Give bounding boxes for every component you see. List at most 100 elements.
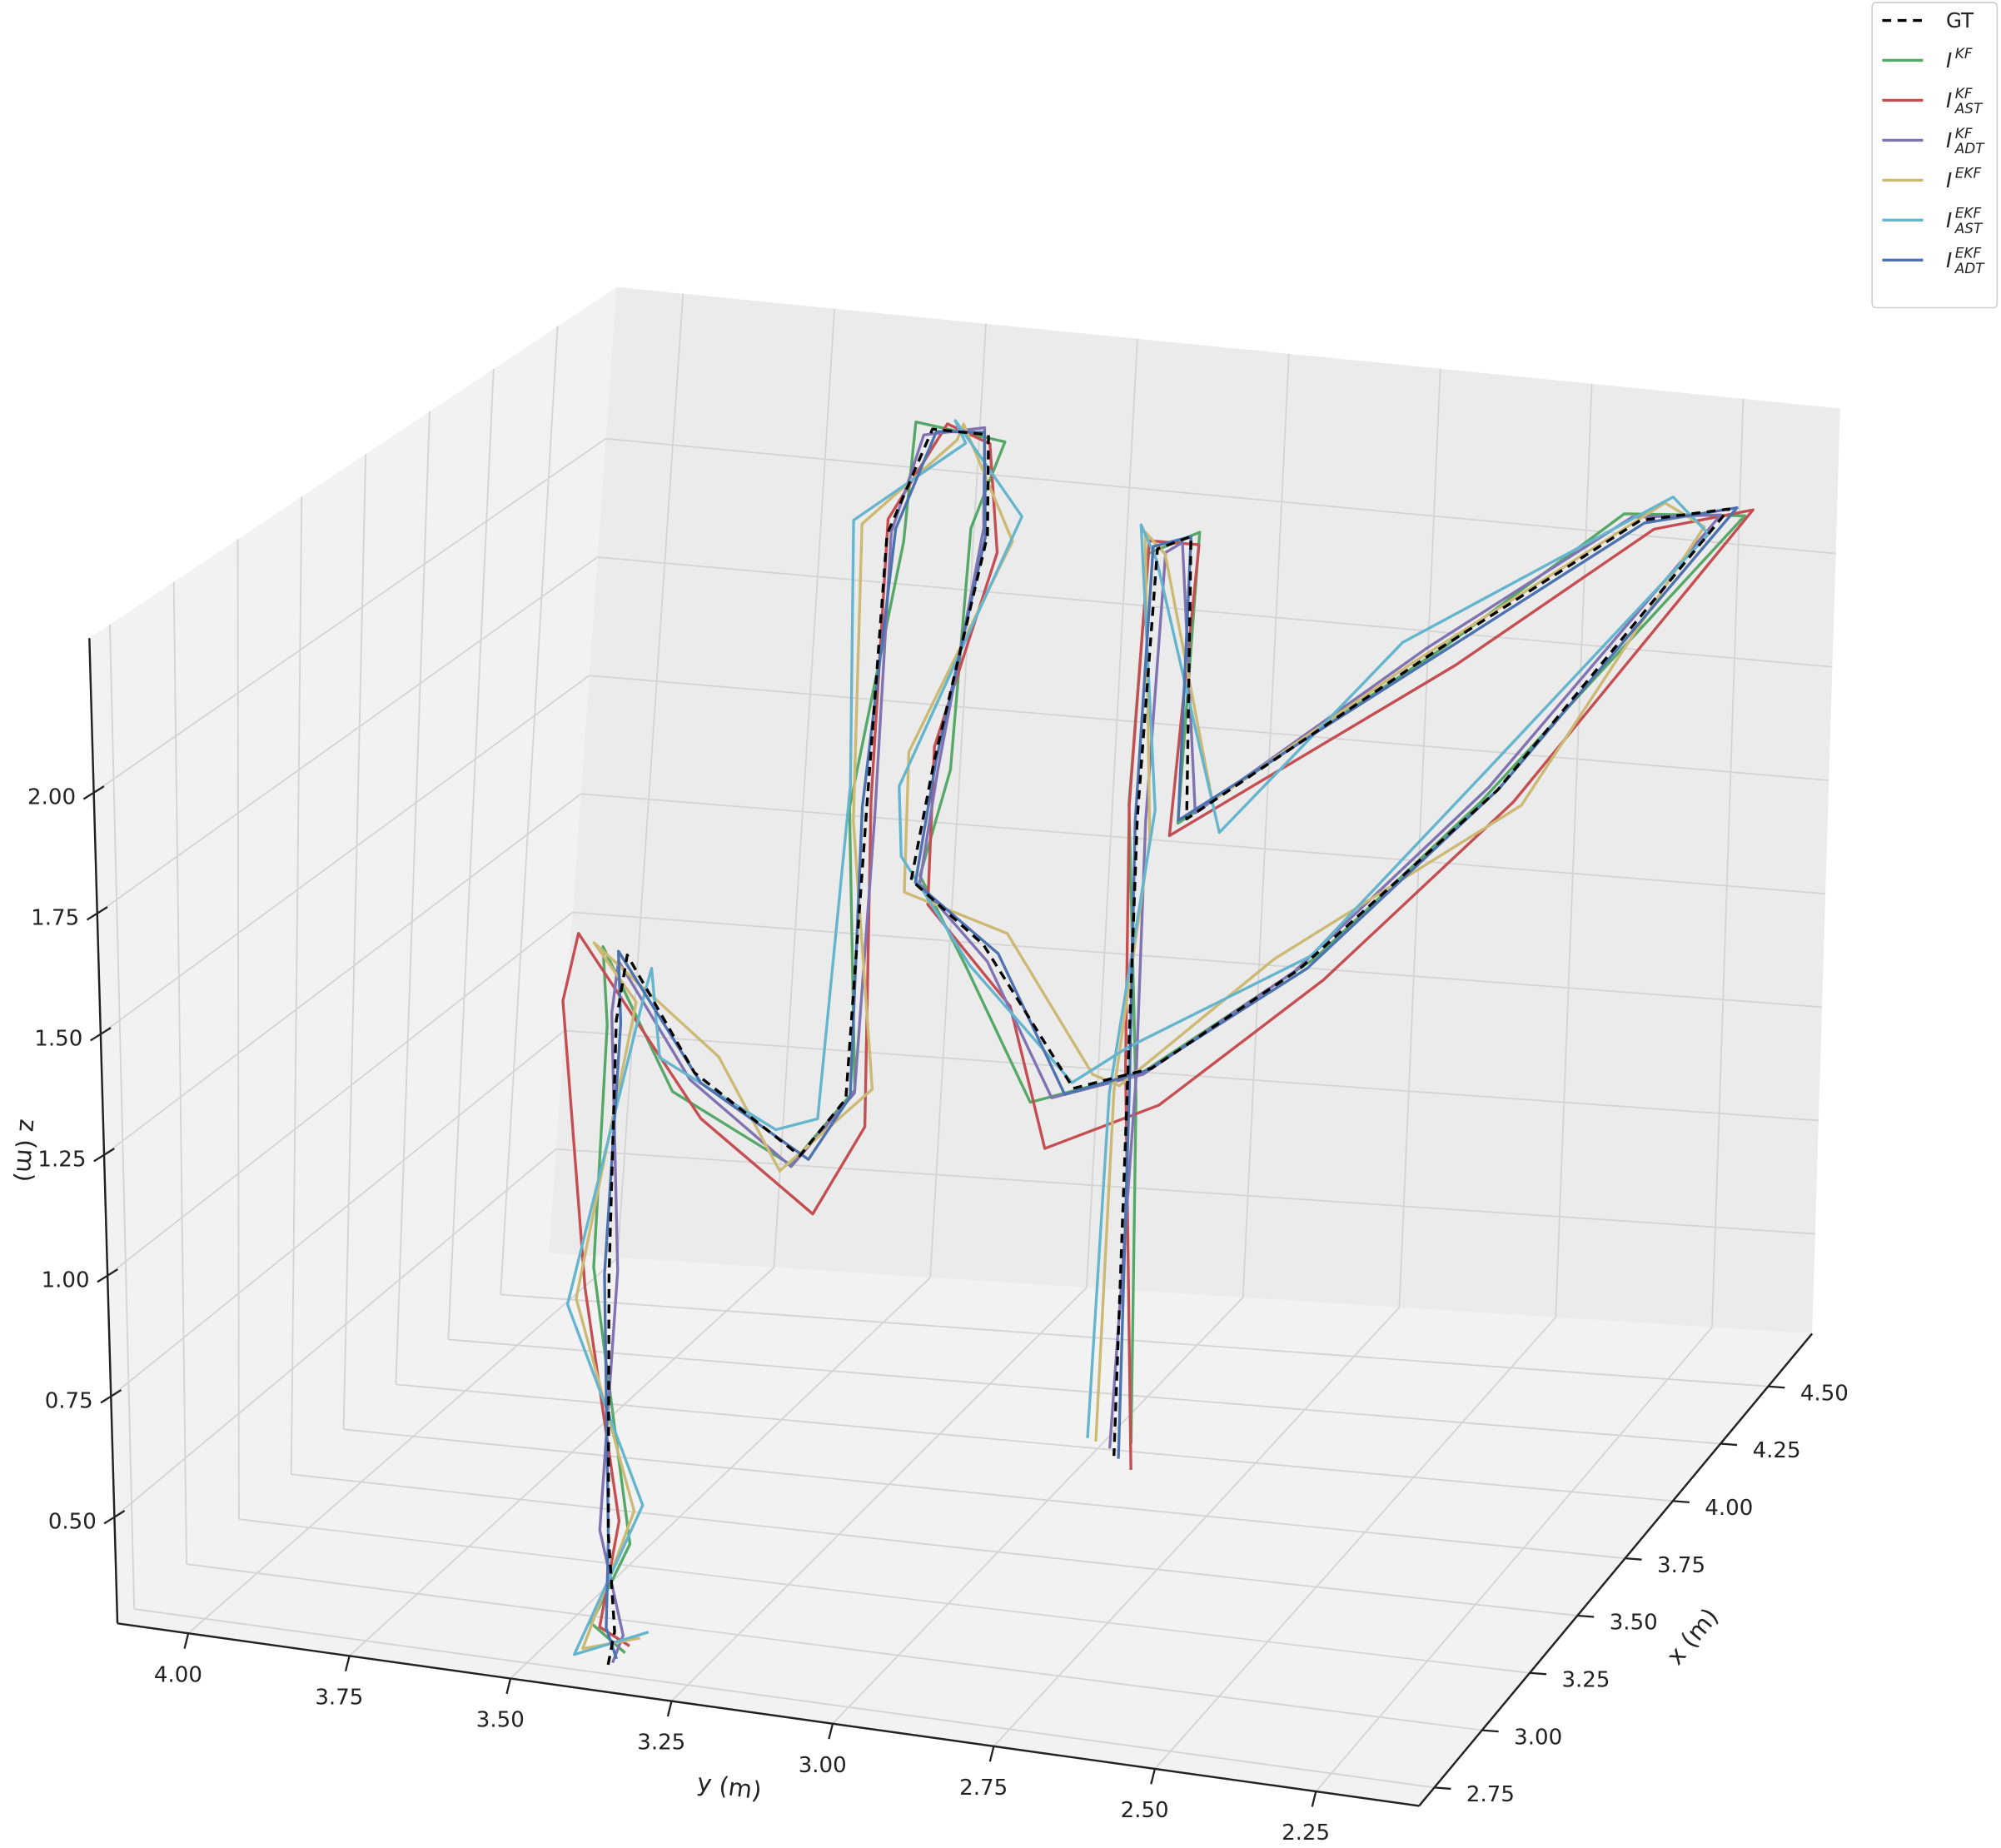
x-tick-label: 3.25 [1561,1667,1610,1692]
trajectory [561,422,1755,1647]
grid-line [108,624,136,1610]
grid-line [134,1608,1435,1789]
z-tick-label: 1.50 [34,1026,82,1051]
grid-line [1555,383,1593,1318]
x-tick-label: 4.50 [1800,1381,1849,1406]
x-tick [1434,1786,1451,1791]
grid-line [1711,398,1745,1327]
grid-line [93,438,607,794]
z-tick-label: 0.75 [45,1388,93,1413]
grid-line [448,1338,1721,1445]
y-axis [117,1622,1420,1807]
grid-line [97,556,599,914]
grid-line [510,1277,931,1680]
x-tick-label: 3.75 [1657,1553,1705,1578]
legend-label-sub: ADT [1954,140,1985,157]
legend-label-sub: AST [1954,100,1984,117]
y-tick [1311,1791,1317,1807]
left-pane [89,286,617,1624]
legend-label-sub: AST [1954,220,1984,237]
grid-line [597,556,1833,668]
grid-line [993,1307,1401,1747]
z-tick-label: 1.00 [42,1268,90,1293]
trajectory [575,422,1706,1651]
x-tick-label: 3.50 [1610,1611,1658,1636]
y-tick [828,1723,834,1740]
trajectory [603,430,1739,1660]
grid-line [670,1287,1088,1702]
y-tick [666,1701,673,1717]
grid-line [572,911,1823,1009]
grid-line [929,323,987,1278]
grid-line [500,1293,1769,1387]
grid-line [1154,1317,1556,1770]
x-tick [1768,1385,1785,1389]
grid-line [832,1297,1244,1725]
z-axis [88,638,119,1624]
grid-line [564,1029,1819,1122]
grid-line [107,911,574,1277]
trajectory [565,419,1710,1656]
grid-line [605,437,1836,555]
grid-line [113,1148,557,1518]
y-tick [988,1746,995,1762]
z-axis-label: z (m) [10,1118,42,1183]
y-tick [344,1656,351,1672]
y-tick-label: 2.75 [959,1776,1008,1801]
legend-label-sup: EKF [1955,205,1982,222]
y-tick-label: 2.50 [1121,1798,1169,1823]
grid-line [1315,1327,1713,1792]
x-tick [1529,1671,1547,1676]
lines [561,419,1755,1666]
legend-label: I [1946,48,1952,72]
grid-line [343,1428,1625,1560]
x-tick [1720,1442,1738,1447]
y-tick-label: 4.00 [154,1662,202,1687]
y-tick [1150,1768,1156,1785]
legend-label-sup: KF [1955,85,1973,102]
x-axis-label: x (m) [1660,1602,1724,1670]
grid-line [1242,353,1290,1298]
legend-label: I [1946,128,1952,152]
x-tick-label: 4.25 [1753,1438,1801,1463]
z-tick-label: 2.00 [27,785,76,809]
x-tick [1481,1729,1499,1733]
grid-line [348,1267,775,1657]
grid-line [172,581,187,1565]
y-axis-label: y (m) [695,1768,764,1805]
y-tick [505,1678,512,1695]
x-axis [1418,1332,1814,1807]
floor-pane [117,1253,1813,1806]
grid-line [186,1563,1482,1731]
grid-line [589,675,1829,781]
legend-label-sup: EKF [1955,245,1982,262]
grid-line [290,496,303,1475]
trajectory [606,427,1731,1666]
y-tick-label: 3.00 [799,1753,847,1778]
y-tick-label: 3.25 [637,1731,685,1756]
grid-line [500,326,559,1295]
grid-line [555,1148,1815,1235]
legend-label: I [1946,88,1952,112]
y-tick-label: 2.25 [1282,1821,1330,1846]
z-tick-label: 1.75 [31,905,79,930]
grid-line [291,1473,1578,1616]
y-tick-label: 3.50 [476,1708,525,1733]
legend-label: I [1946,248,1952,272]
grid-line [447,368,495,1340]
legend-label-sub: ADT [1954,260,1985,276]
grid-line [103,793,582,1156]
grid-line [187,1257,619,1634]
legend-label-sup: KF [1955,125,1973,142]
x-tick [1577,1614,1595,1618]
x-tick [1672,1500,1690,1504]
grid-line [773,308,836,1268]
grid-line [580,793,1826,895]
grid-line [236,539,240,1520]
axes: 4.00 3.75 3.50 3.25 3.00 2.75 2.50 2.25 2.75 3.00… [10,638,1849,1846]
grid [93,293,1836,1792]
x-tick-label: 3.00 [1514,1725,1562,1750]
